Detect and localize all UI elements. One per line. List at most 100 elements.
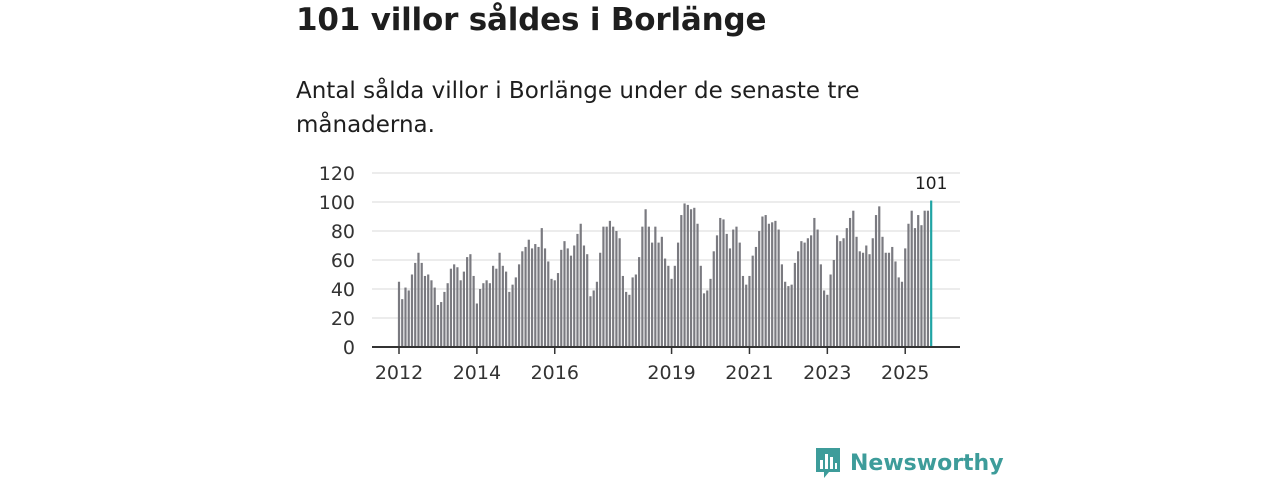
bar [878,206,881,347]
bar [482,283,485,347]
bar [605,226,608,347]
bar [868,254,871,347]
bar [537,246,540,347]
bar [803,242,806,347]
bar [852,210,855,347]
bar [582,245,586,347]
bar [462,271,465,347]
bar [732,229,735,347]
bar [427,274,430,347]
bar [670,278,673,347]
bar [725,233,728,347]
bar [586,254,589,347]
bar [540,228,543,347]
x-tick-label: 2021 [725,362,773,384]
bar [810,235,813,347]
bar [492,265,495,347]
bar [556,273,560,347]
bar [550,278,553,347]
bar [404,287,407,347]
bar [706,290,709,347]
bar [469,254,472,347]
bar [816,229,819,347]
bar [410,274,414,347]
bar [845,228,848,347]
bar [913,228,917,347]
bar [764,215,767,347]
bar [832,260,835,347]
bar [826,294,829,347]
bar [800,241,803,347]
bar [761,216,764,347]
bar [621,275,624,347]
bar [923,210,926,347]
bar [806,238,809,347]
bar [751,255,754,347]
bar [696,223,699,347]
bar [728,248,732,347]
bar [787,286,790,347]
chart-subtitle: Antal sålda villor i Borlänge under de s… [296,78,860,138]
bar [745,284,748,347]
bar [897,277,900,347]
y-axis-ticks: 0 20 40 60 80 100 120 [319,163,355,359]
bar [715,235,719,347]
bar [819,264,822,347]
x-tick-label: 2025 [881,362,929,384]
bar [842,238,845,347]
bar [504,271,508,347]
bar [618,238,621,347]
bar [663,258,667,347]
bar [466,257,469,347]
x-tick-label: 2023 [803,362,851,384]
bar [517,264,521,347]
bar [612,226,615,347]
y-tick-label: 20 [331,308,355,330]
bar [472,275,475,347]
bar [657,242,660,347]
bar [634,274,637,347]
bar [433,287,436,347]
bar [904,248,907,347]
bar [449,268,453,347]
bar [488,283,491,347]
bar [871,238,874,347]
bar [910,210,913,347]
x-tick-label: 2014 [453,362,501,384]
bar [848,217,852,347]
bar [631,277,634,347]
bar [874,215,878,347]
bar [813,217,816,347]
bar [569,255,573,347]
bar [660,236,663,347]
newsworthy-bar-chart-icon [816,448,840,478]
bar [644,209,647,347]
bar [865,245,868,347]
bar [495,268,498,347]
y-tick-label: 60 [331,250,355,272]
bar [709,278,712,347]
x-tick-label: 2019 [647,362,695,384]
bar [797,251,800,347]
bar [651,242,654,347]
bar [884,252,887,347]
bar [861,252,865,347]
bar [712,251,715,347]
y-tick-label: 120 [319,163,355,185]
x-tick-label: 2012 [375,362,423,384]
bar [686,204,689,347]
bar [647,226,650,347]
brand-name: Newsworthy [850,450,1004,476]
bar [563,241,566,347]
bar [887,252,891,347]
bar [891,246,894,347]
bar [456,267,459,347]
bar [436,304,440,347]
bar [511,284,514,347]
bar [401,299,404,347]
bar [589,296,592,347]
bar [676,242,680,347]
bar [534,244,537,347]
bar [501,265,504,347]
bar [423,275,427,347]
